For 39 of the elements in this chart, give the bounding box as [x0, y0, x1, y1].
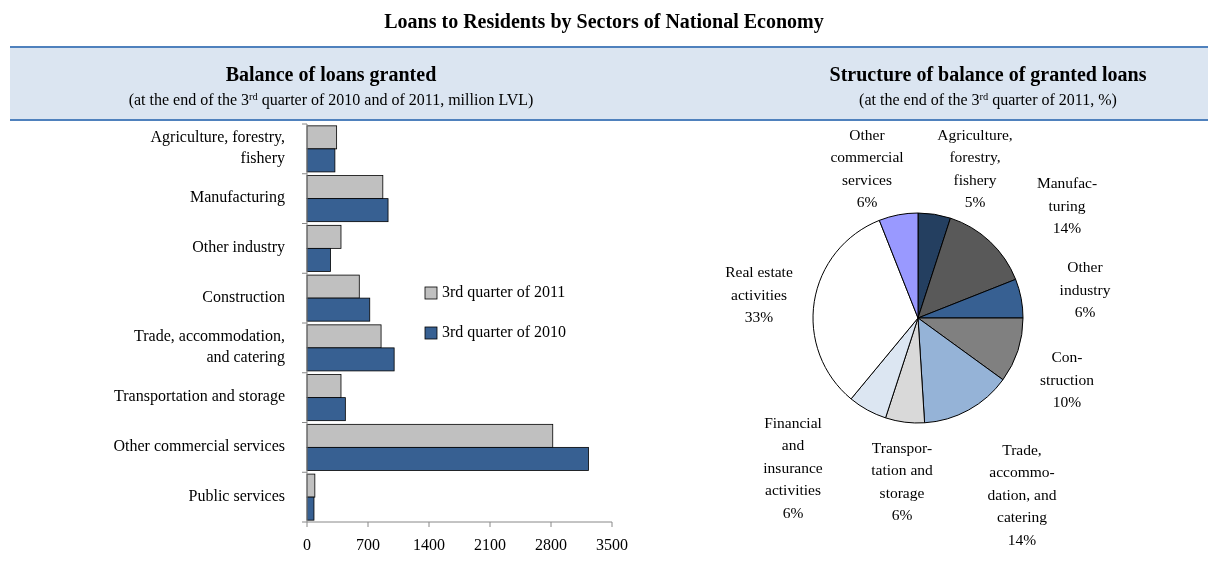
y-tick-label: Manufacturing: [189, 188, 285, 207]
x-tick-label: 3500: [596, 536, 628, 553]
slice-label: Con- struction: [1039, 348, 1095, 388]
y-tick-label: Construction: [202, 287, 285, 305]
slice-label: Real estate activities: [725, 263, 793, 303]
data-label: 14%: [1052, 219, 1082, 237]
y-tick-label: Other industry: [192, 238, 285, 257]
data-label: 6%: [1074, 303, 1096, 321]
text: Loans to Residents by Sectors of National Economy: [384, 10, 824, 33]
slice-label: Agriculture, forestry, fishery: [937, 125, 1013, 188]
chart-subtitle: (at the end of the 3$^{rd}$ quarter of 2010 and of 2011, million LVL): [128, 90, 534, 109]
slice-label: Other industry: [1059, 258, 1111, 298]
slice-label: Transpor- tation and storage: [871, 438, 934, 501]
data-label: 10%: [1052, 393, 1082, 411]
slice-label: Financial and insurance activities: [763, 413, 823, 499]
y-tick-label: Other commercial services: [113, 437, 285, 455]
slice-label: Other commercial services: [830, 125, 904, 188]
data-label: 6%: [891, 506, 913, 524]
y-tick-label: Trade, accommodation, and catering: [134, 327, 285, 367]
data-label: 6%: [782, 503, 804, 521]
legend-label: 3rd quarter of 2010: [442, 322, 566, 341]
data-label: 5%: [964, 193, 986, 211]
x-tick-label: 2800: [535, 536, 567, 553]
data-label: 14%: [1007, 530, 1037, 548]
x-tick-label: 0: [303, 536, 311, 553]
slice-label: Trade, accommo- dation, and catering: [987, 440, 1057, 526]
x-tick-label: 700: [356, 536, 380, 553]
chart-subtitle: (at the end of the 3$^{rd}$ quarter of 2011, %): [859, 90, 1117, 109]
slice-label: Manufac- turing: [1036, 174, 1098, 214]
y-tick-label: Public services: [188, 486, 285, 504]
data-label: 6%: [856, 193, 878, 211]
chart-title: Balance of loans granted: [225, 63, 437, 86]
x-tick-label: 1400: [413, 536, 445, 553]
y-tick-label: Agriculture, forestry, fishery: [150, 128, 285, 168]
data-label: 33%: [744, 308, 774, 326]
legend-label: 3rd quarter of 2011: [442, 282, 566, 301]
chart-title: Structure of balance of granted loans: [829, 63, 1147, 86]
x-tick-label: 2100: [474, 536, 506, 553]
y-tick-label: Transportation and storage: [114, 387, 285, 406]
